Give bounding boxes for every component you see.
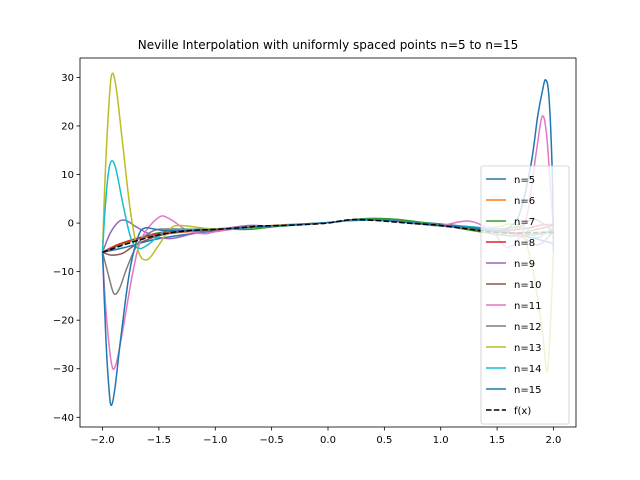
- legend-entry: f(x): [514, 406, 531, 417]
- y-tick-label: 0: [68, 219, 74, 230]
- y-tick-label: −20: [53, 316, 74, 327]
- legend-entry: n=12: [514, 322, 541, 333]
- chart-title: Neville Interpolation with uniformly spa…: [138, 38, 519, 52]
- legend-entry: n=6: [514, 196, 535, 207]
- x-tick-label: 1.0: [433, 435, 449, 446]
- x-tick-label: −1.5: [147, 435, 171, 446]
- y-tick-label: 10: [61, 170, 74, 181]
- legend-entry: n=9: [514, 259, 535, 270]
- y-tick-label: 20: [61, 121, 74, 132]
- x-tick-label: −0.5: [259, 435, 283, 446]
- legend-entry: n=8: [514, 238, 535, 249]
- axes-layer: −2.0 −1.5 −1.0 −0.5 0.0 0.5 1.0 1.5 2.0 −40 −30 −20…: [53, 57, 577, 446]
- legend-entry: n=11: [514, 301, 541, 312]
- legend: n=5 n=6 n=7 n=8 n=9 n=10 n=11 n=12 n=13 n=14 n=15 f…: [480, 165, 570, 425]
- x-tick-label: 0.5: [376, 435, 392, 446]
- x-tick-label: −2.0: [90, 435, 114, 446]
- legend-entry: n=13: [514, 343, 541, 354]
- legend-box: [480, 165, 570, 425]
- y-tick-label: −30: [53, 364, 74, 375]
- legend-entry: n=14: [514, 364, 541, 375]
- y-tick-label: −10: [53, 267, 74, 278]
- y-tick-label: −40: [53, 413, 74, 424]
- x-tick-label: 0.0: [320, 435, 336, 446]
- legend-entry: n=15: [514, 385, 541, 396]
- legend-entry: n=7: [514, 217, 535, 228]
- legend-entry: n=5: [514, 175, 535, 186]
- x-tick-label: 1.5: [489, 435, 505, 446]
- y-tick-label: 30: [61, 73, 74, 84]
- x-tick-label: −1.0: [203, 435, 227, 446]
- series-line-11: [101, 79, 555, 407]
- x-tick-label: 2.0: [546, 435, 562, 446]
- legend-entry: n=10: [514, 280, 541, 291]
